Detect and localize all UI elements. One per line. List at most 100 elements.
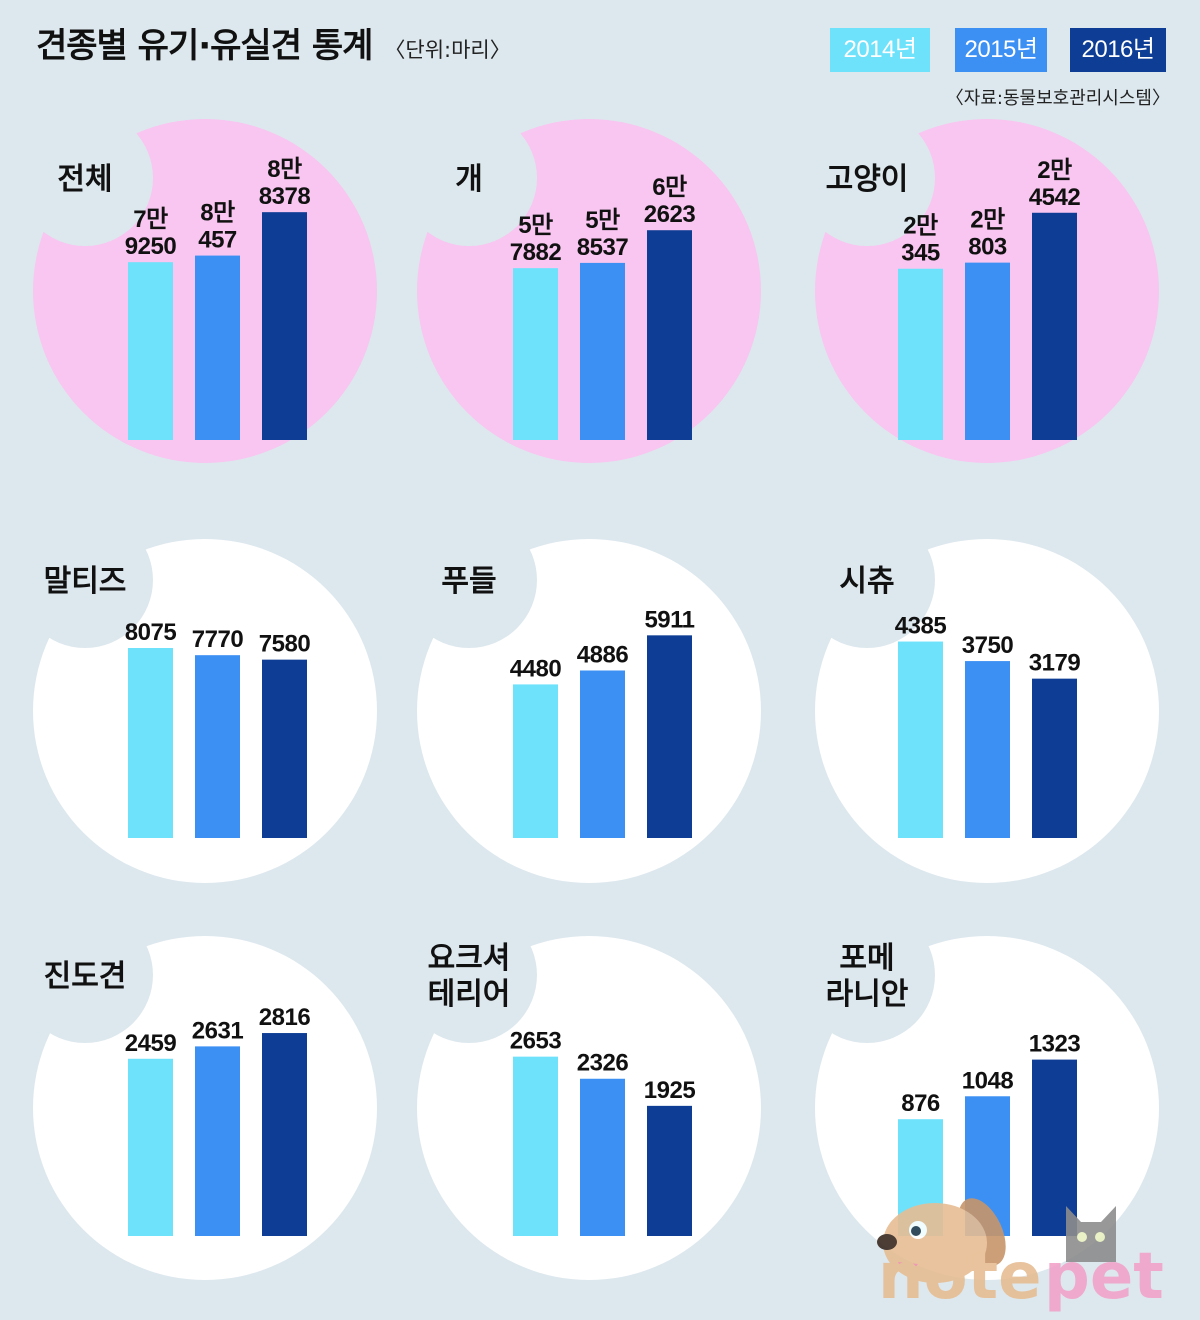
panel-label: 포메 — [839, 941, 894, 976]
value-label-2014: 4480 — [510, 655, 562, 682]
cat-eye-icon — [1077, 1232, 1087, 1242]
dog-pupil-icon — [911, 1226, 921, 1236]
bar-2016 — [262, 659, 307, 838]
value-label-2014: 2459 — [125, 1030, 177, 1057]
bar-2015 — [580, 1078, 625, 1236]
value-label-2015: 2만 — [970, 207, 1005, 234]
panel-label: 푸들 — [441, 564, 496, 599]
value-label-2015: 2631 — [192, 1017, 244, 1044]
bar-2015 — [195, 255, 240, 440]
panel-label-notch — [401, 110, 537, 246]
value-label-2014: 7882 — [510, 239, 562, 266]
panel-label: 개 — [455, 162, 483, 197]
dog-head-icon — [883, 1203, 987, 1283]
bar-2016 — [262, 1033, 307, 1236]
value-label-2015: 3750 — [962, 632, 1014, 659]
panel-label: 고양이 — [826, 162, 909, 197]
value-label-2014: 2만 — [903, 213, 938, 240]
bar-2016 — [1032, 1059, 1077, 1236]
value-label-2016: 4542 — [1029, 184, 1081, 211]
value-label-2016: 1323 — [1029, 1031, 1081, 1058]
notepet-logo: note pet — [877, 1198, 1164, 1314]
cat-eye-icon — [1095, 1232, 1105, 1242]
bar-2014 — [898, 641, 943, 838]
bar-2016 — [647, 635, 692, 838]
bar-2015 — [195, 655, 240, 838]
panel-label: 시츄 — [839, 564, 894, 599]
value-label-2016: 5911 — [644, 606, 694, 633]
value-label-2015: 8만 — [200, 200, 235, 227]
bar-2016 — [647, 230, 692, 440]
bar-2015 — [580, 262, 625, 440]
value-label-2014: 8075 — [125, 619, 177, 646]
value-label-2015: 5만 — [585, 207, 620, 234]
value-label-2016: 2만 — [1037, 157, 1072, 184]
dog-tongue-icon — [898, 1262, 918, 1272]
logo-text-note: note — [878, 1240, 1042, 1314]
page-title: 견종별 유기·유실견 통계 — [36, 26, 373, 66]
value-label-2014: 5만 — [518, 212, 553, 239]
panel-poodle: 푸들 4480 4886 5911 — [401, 512, 761, 883]
value-label-2016: 8만 — [267, 156, 302, 183]
bar-2016 — [647, 1105, 692, 1236]
dog-nose-icon — [877, 1234, 897, 1250]
panel-label-notch — [401, 512, 537, 648]
panel-label: 말티즈 — [44, 564, 127, 599]
panel-label: 요크셔 — [428, 941, 511, 976]
bar-2016 — [1032, 678, 1077, 838]
panel-label-notch — [799, 110, 935, 246]
value-label-2014: 4385 — [895, 613, 947, 640]
unit-label: 〈단위:마리〉 — [384, 38, 511, 62]
bar-2016 — [1032, 212, 1077, 440]
bar-2014 — [128, 1058, 173, 1236]
panel-label-notch — [17, 907, 153, 1043]
panel-maltese: 말티즈 8075 7770 7580 — [17, 512, 377, 883]
value-label-2016: 1925 — [644, 1077, 696, 1104]
header: 견종별 유기·유실견 통계 〈단위:마리〉 — [36, 26, 511, 66]
value-label-2014: 9250 — [125, 233, 177, 260]
value-label-2015: 803 — [968, 234, 1007, 261]
panel-label-notch — [799, 512, 935, 648]
bar-2015 — [965, 661, 1010, 838]
value-label-2016: 2623 — [644, 201, 696, 228]
bar-2014 — [128, 262, 173, 440]
panel-label-notch — [17, 512, 153, 648]
panel-jindo: 진도견 2459 2631 2816 — [17, 907, 377, 1280]
panel-label-notch — [401, 907, 537, 1043]
bar-2015 — [580, 670, 625, 838]
value-label-2015: 2326 — [577, 1050, 629, 1077]
value-label-2015: 7770 — [192, 626, 244, 653]
value-label-2016: 6만 — [652, 174, 687, 201]
panel-label: 진도견 — [44, 959, 127, 994]
value-label-2016: 2816 — [259, 1004, 311, 1031]
value-label-2015: 457 — [198, 227, 237, 254]
bar-2015 — [965, 262, 1010, 440]
logo-text-pet: pet — [1044, 1240, 1164, 1314]
value-label-2016: 7580 — [259, 631, 311, 658]
value-label-2014: 876 — [901, 1090, 940, 1117]
bar-2014 — [513, 1056, 558, 1236]
value-label-2015: 8537 — [577, 234, 629, 261]
legend-item-2015: 2015년 — [955, 28, 1047, 72]
bar-2014 — [513, 268, 558, 440]
panel-label-notch — [17, 110, 153, 246]
value-label-2014: 7만 — [133, 206, 168, 233]
bar-2014 — [513, 684, 558, 838]
value-label-2015: 1048 — [962, 1067, 1014, 1094]
value-label-2016: 3179 — [1029, 650, 1081, 677]
panel-label: 전체 — [57, 162, 112, 197]
value-label-2015: 4886 — [577, 641, 629, 668]
bar-2014 — [898, 268, 943, 440]
panel-label: 테리어 — [428, 977, 511, 1012]
bar-2016 — [262, 212, 307, 440]
value-label-2016: 8378 — [259, 183, 311, 210]
cat-icon — [1066, 1206, 1116, 1262]
panel-label: 라니안 — [826, 977, 909, 1012]
